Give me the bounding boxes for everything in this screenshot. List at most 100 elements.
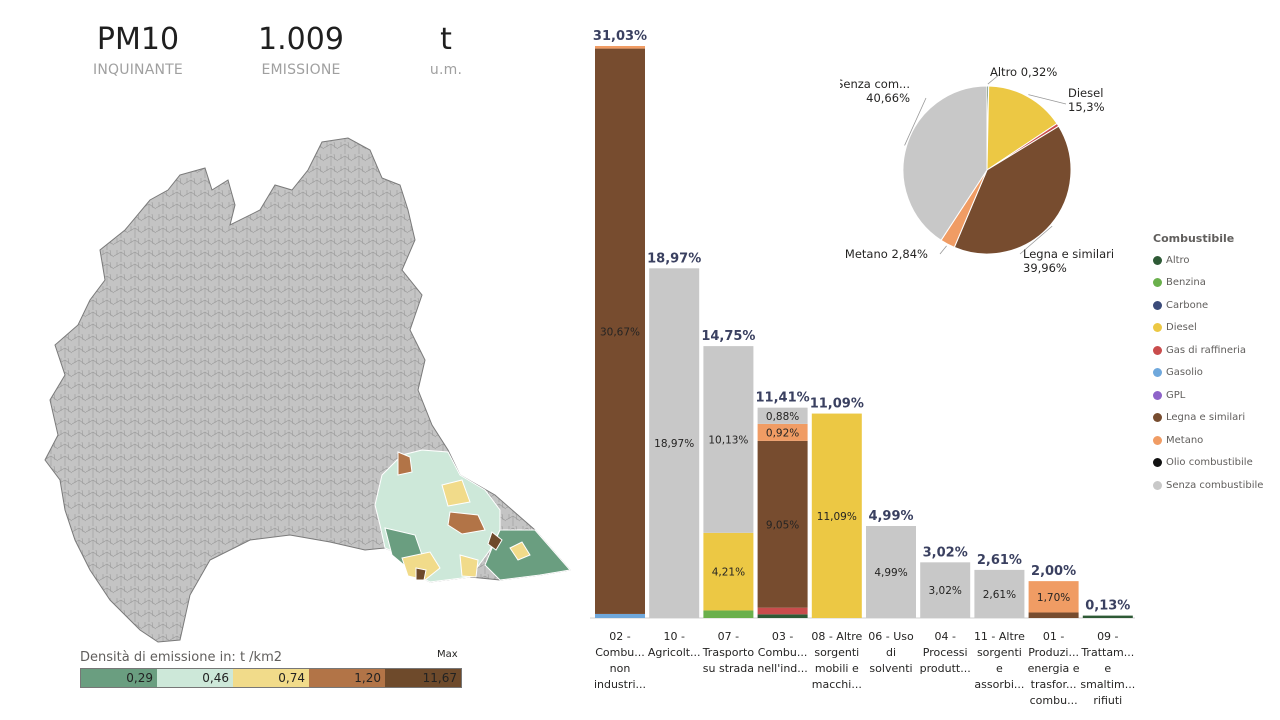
fuel-legend-label: GPL — [1166, 389, 1186, 401]
category-label-line: solventi — [869, 662, 912, 675]
segment-label: 18,97% — [654, 438, 694, 450]
sector-stacked-bar-chart[interactable]: 31,03% 02 - Combu... non industri... 30,67% 18… — [585, 18, 1145, 718]
segment-label: 9,05% — [766, 519, 799, 531]
segment-label: 3,02% — [929, 585, 962, 597]
segment-label: 11,09% — [817, 511, 857, 523]
province-highlight — [374, 449, 571, 583]
density-class-4[interactable]: 11,67 — [385, 669, 461, 687]
category-label: 09 - Trattam... e smaltim... rifiuti — [1080, 630, 1135, 707]
category-label-line: 08 - Altre — [811, 630, 862, 643]
density-class-0[interactable]: 0,29 — [81, 669, 157, 687]
kpi-pollutant: PM10 INQUINANTE — [58, 22, 218, 78]
fuel-legend-item[interactable]: Metano — [1153, 429, 1263, 452]
bar-total-label: 2,00% — [1031, 564, 1076, 579]
bar-segment[interactable] — [757, 614, 808, 618]
kpi-pollutant-value: PM10 — [96, 22, 180, 57]
pie-slice[interactable] — [953, 125, 1072, 255]
category-label-line: Agricolt... — [648, 646, 701, 659]
density-class-1[interactable]: 0,46 — [157, 669, 233, 687]
fuel-legend-item[interactable]: Diesel — [1153, 317, 1263, 340]
bar-total-label: 14,75% — [701, 329, 755, 344]
segment-label: 4,21% — [712, 567, 745, 579]
fuel-legend-item[interactable]: Legna e similari — [1153, 407, 1263, 430]
fuel-legend-label: Gas di raffineria — [1166, 344, 1246, 356]
bar-segment[interactable] — [757, 423, 808, 441]
category-label-line: di — [886, 646, 896, 659]
pie-leader-line — [987, 73, 1001, 85]
bar-segment[interactable] — [595, 613, 645, 618]
category-label: 08 - Altre sorgenti mobili e macchi... — [811, 630, 862, 691]
fuel-legend-item[interactable]: Carbone — [1153, 294, 1263, 317]
pie-leader-line — [1019, 225, 1053, 255]
kpi-pollutant-label: INQUINANTE — [93, 62, 183, 78]
fuel-legend: Combustibile Altro Benzina Carbone Diesel Ga… — [1153, 232, 1263, 497]
category-label-line: Trasporto — [702, 646, 755, 659]
pie-slice[interactable] — [986, 85, 1058, 171]
fuel-pie-chart[interactable]: Altro 0,32% Diesel 15,3% Legna e similari 39… — [840, 60, 1140, 290]
pie-slice-label: Diesel 15,3% — [1068, 86, 1105, 114]
emission-density-map[interactable] — [30, 130, 580, 645]
fuel-legend-label: Legna e similari — [1166, 412, 1246, 424]
kpi-emission: 1.009 EMISSIONE — [221, 22, 381, 78]
bar-segment[interactable] — [866, 526, 916, 618]
pie-leader-line — [904, 97, 927, 146]
fuel-legend-item[interactable]: GPL — [1153, 384, 1263, 407]
density-legend-title: Densità di emissione in: t /km2 — [80, 650, 283, 665]
category-label: 03 - Combu... nell'ind... — [757, 630, 807, 675]
density-class-3[interactable]: 1,20 — [309, 669, 385, 687]
category-label-line: 09 - — [1097, 630, 1118, 643]
category-label-line: Produzi... — [1028, 646, 1079, 659]
legend-dot — [1153, 413, 1162, 423]
category-label-line: 01 - — [1043, 630, 1064, 643]
legend-dot — [1153, 480, 1162, 490]
fuel-legend-item[interactable]: Senza combustibile — [1153, 474, 1263, 497]
bar-total-label: 31,03% — [593, 29, 647, 44]
category-label-line: Combu... — [758, 646, 808, 659]
bar-total-label: 2,61% — [977, 553, 1022, 568]
bar-segment[interactable] — [1028, 612, 1079, 618]
category-label-line: sorgenti — [814, 646, 859, 659]
category-label-line: macchi... — [812, 678, 862, 691]
category-label-line: 06 - Uso — [868, 630, 914, 643]
category-label: 04 - Processi produtt... — [920, 630, 971, 675]
bar-segment[interactable] — [703, 532, 754, 611]
bar-segment[interactable] — [811, 413, 862, 618]
pie-slice[interactable] — [902, 85, 988, 242]
bar-segment[interactable] — [757, 607, 808, 615]
density-legend: 0,29 0,46 0,74 1,20 11,67 — [80, 668, 462, 688]
bar-segment[interactable] — [703, 346, 754, 533]
category-label-line: su strada — [703, 662, 754, 675]
bar-segment[interactable] — [595, 46, 645, 49]
category-label-line: 03 - — [772, 630, 793, 643]
bar-segment[interactable] — [1028, 581, 1079, 613]
fuel-legend-label: Senza combustibile — [1166, 479, 1264, 491]
fuel-legend-item[interactable]: Olio combustibile — [1153, 452, 1263, 475]
segment-label: 30,67% — [600, 326, 640, 338]
bar-total-label: 18,97% — [647, 251, 701, 266]
fuel-legend-item[interactable]: Benzina — [1153, 272, 1263, 295]
fuel-legend-item[interactable]: Gas di raffineria — [1153, 339, 1263, 362]
bar-segment[interactable] — [649, 268, 700, 618]
category-label-line: 07 - — [718, 630, 739, 643]
category-label: 10 - Agricolt... — [648, 630, 701, 659]
bar-segment[interactable] — [1082, 615, 1133, 618]
legend-dot — [1153, 323, 1162, 333]
density-class-2[interactable]: 0,74 — [233, 669, 309, 687]
bar-segment[interactable] — [920, 562, 971, 618]
pie-slice-label: Altro 0,32% — [990, 65, 1057, 79]
segment-label: 0,92% — [766, 427, 799, 439]
fuel-legend-item[interactable]: Altro — [1153, 249, 1263, 272]
fuel-legend-item[interactable]: Gasolio — [1153, 362, 1263, 385]
bar-total-label: 11,09% — [810, 397, 864, 412]
bar-segment[interactable] — [757, 440, 808, 608]
category-label-line: e — [1104, 662, 1111, 675]
category-label-line: 11 - Altre — [974, 630, 1025, 643]
pie-slice-label: Legna e similari 39,96% — [1023, 247, 1114, 275]
bar-segment[interactable] — [757, 407, 808, 424]
bar-segment[interactable] — [703, 610, 754, 618]
bar-total-label: 11,41% — [756, 391, 810, 406]
category-label-line: Processi — [923, 646, 968, 659]
bar-segment[interactable] — [974, 569, 1025, 618]
bar-segment[interactable] — [595, 48, 645, 614]
bar-total-label: 3,02% — [923, 545, 968, 560]
